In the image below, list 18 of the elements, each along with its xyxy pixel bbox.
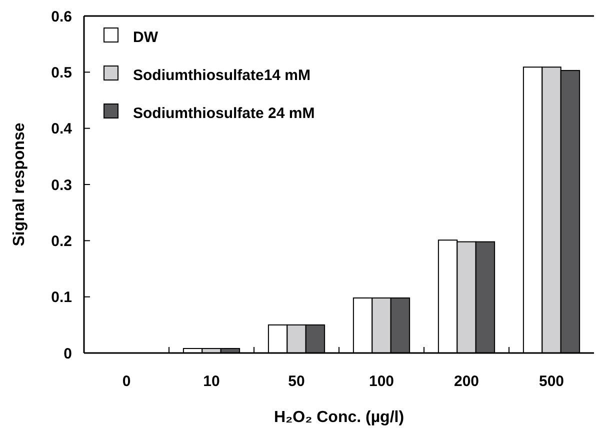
x-tick-label: 200 [454,373,480,390]
y-tick-label: 0.4 [51,120,73,138]
y-tick-label: 0 [64,345,72,362]
x-axis-title: H₂O₂ Conc. (µg/l) [274,409,404,426]
y-tick-label: 0.5 [51,64,72,82]
legend-label: DW [133,29,159,46]
x-tick-label: 500 [538,373,564,390]
x-tick-label: 10 [203,373,220,390]
y-axis-title: Signal response [11,122,28,246]
y-tick-label: 0.2 [51,232,72,250]
y-tick-label: 0.3 [51,176,72,194]
y-tick-label: 0.1 [51,289,72,306]
legend-label: Sodiumthiosulfate14 mM [133,67,311,84]
y-tick-label: 0.6 [51,8,72,26]
x-tick-label: 50 [288,373,305,390]
legend-label: Sodiumthiosulfate 24 mM [133,105,315,122]
x-tick-label: 100 [368,373,394,390]
x-tick-label: 0 [122,373,131,390]
